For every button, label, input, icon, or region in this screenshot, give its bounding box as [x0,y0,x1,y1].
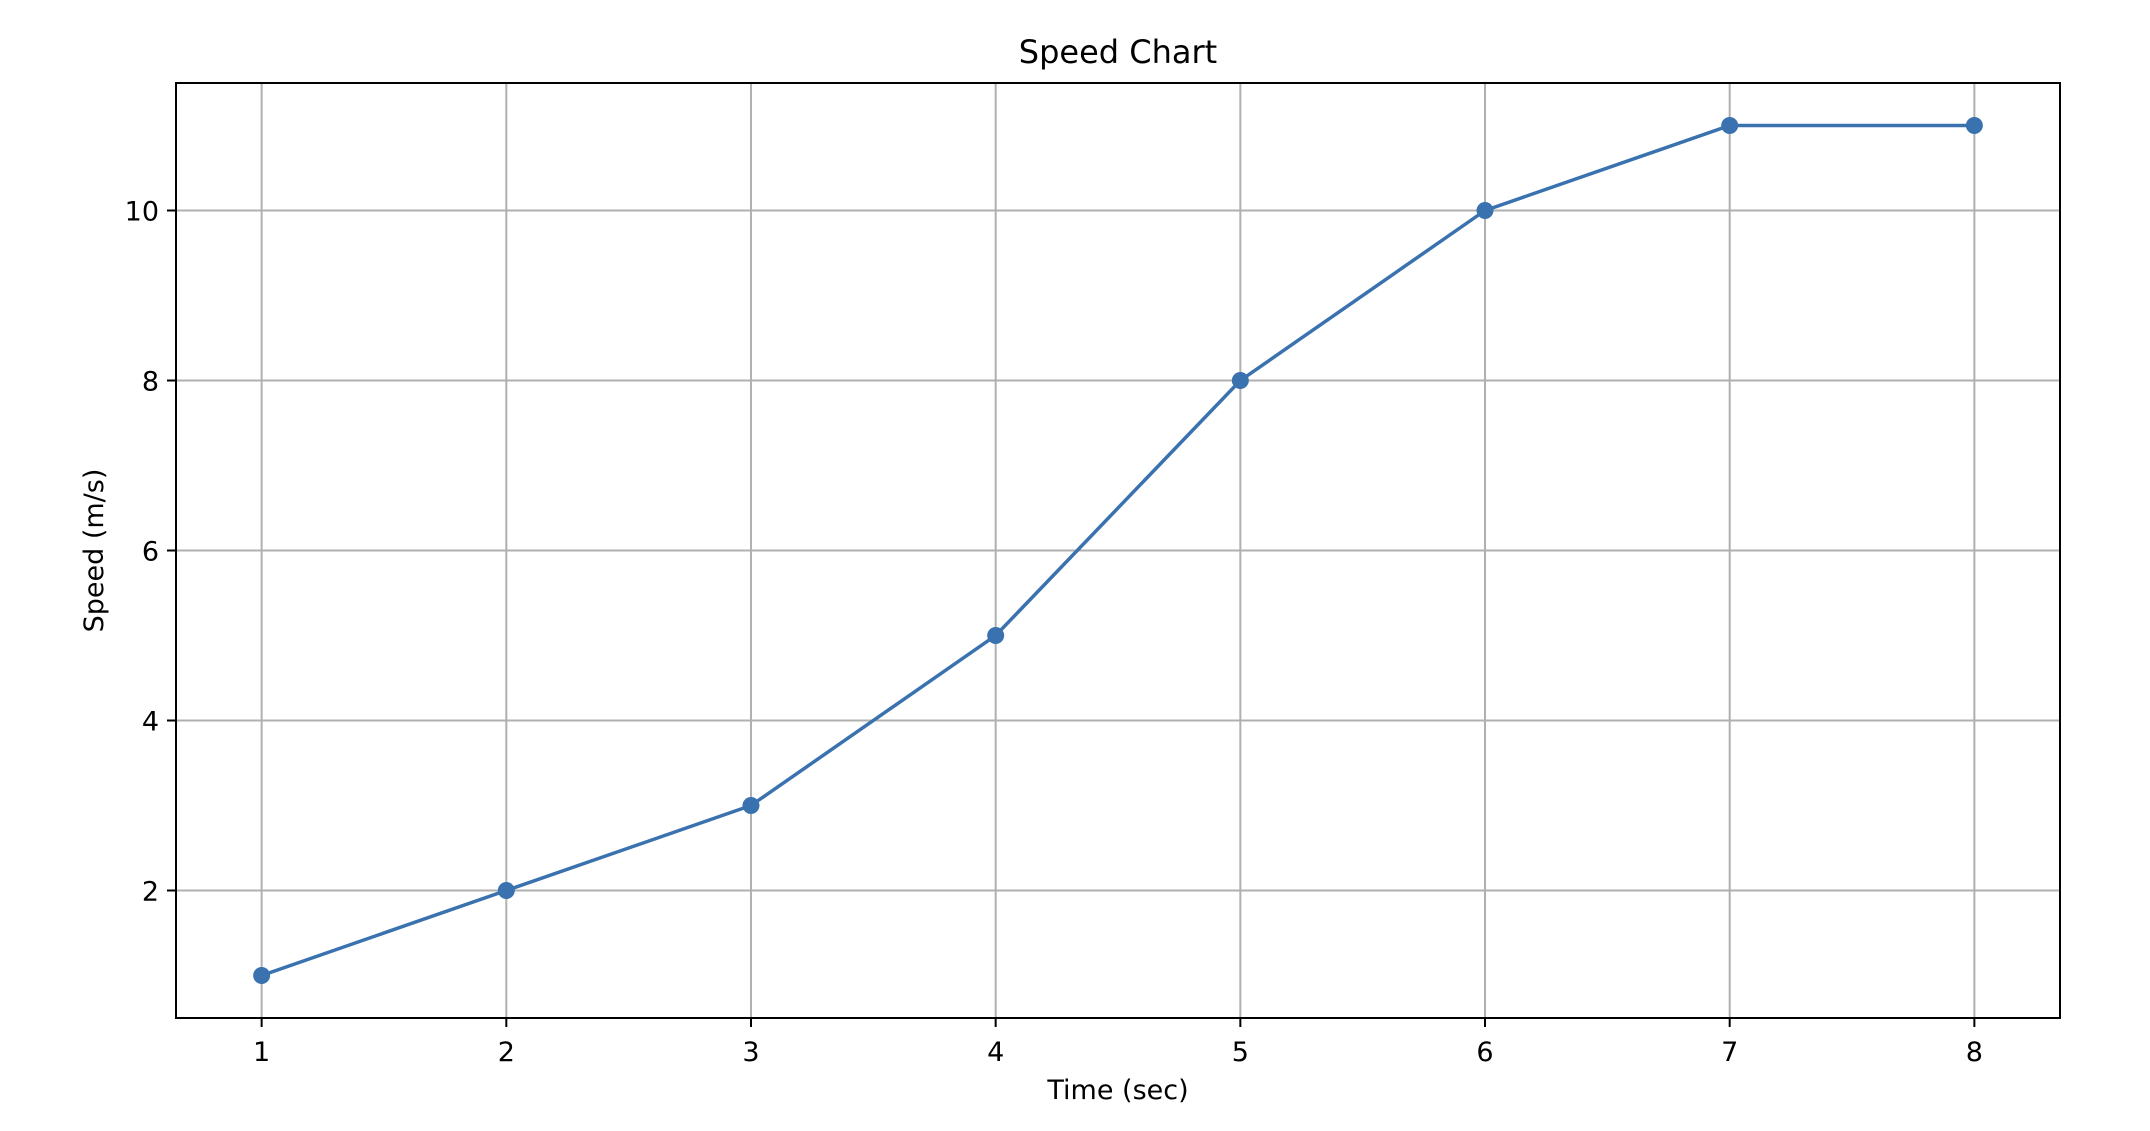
y-tick-label: 4 [142,707,159,738]
y-tick-label: 8 [142,367,159,398]
data-point [1721,117,1739,134]
data-point [987,627,1005,644]
data-point [1476,202,1494,219]
x-tick-label: 8 [1966,1037,1983,1068]
axis-ticks: 1 2 3 4 5 6 7 8 2 4 6 8 10 [125,197,1983,1069]
x-tick-label: 1 [253,1037,270,1068]
data-point [1965,117,1983,134]
data-point [497,882,515,899]
series-line [261,123,1975,978]
data-point [742,797,760,814]
y-tick-label: 2 [142,877,159,908]
x-tick-label: 2 [498,1037,515,1068]
x-tick-label: 5 [1232,1037,1249,1068]
y-tick-label: 10 [125,197,159,228]
series-layer [253,117,1983,984]
x-tick-label: 6 [1476,1037,1493,1068]
x-axis-label: Time (sec) [1046,1075,1188,1106]
y-tick-label: 6 [142,537,159,568]
y-axis-label: Speed (m/s) [79,469,110,633]
data-point [1231,372,1249,389]
x-tick-label: 3 [742,1037,759,1068]
chart-title: Speed Chart [1019,33,1217,71]
x-tick-label: 7 [1721,1037,1738,1068]
x-tick-label: 4 [987,1037,1004,1068]
data-point [253,967,271,984]
grid-lines [176,83,2060,1018]
